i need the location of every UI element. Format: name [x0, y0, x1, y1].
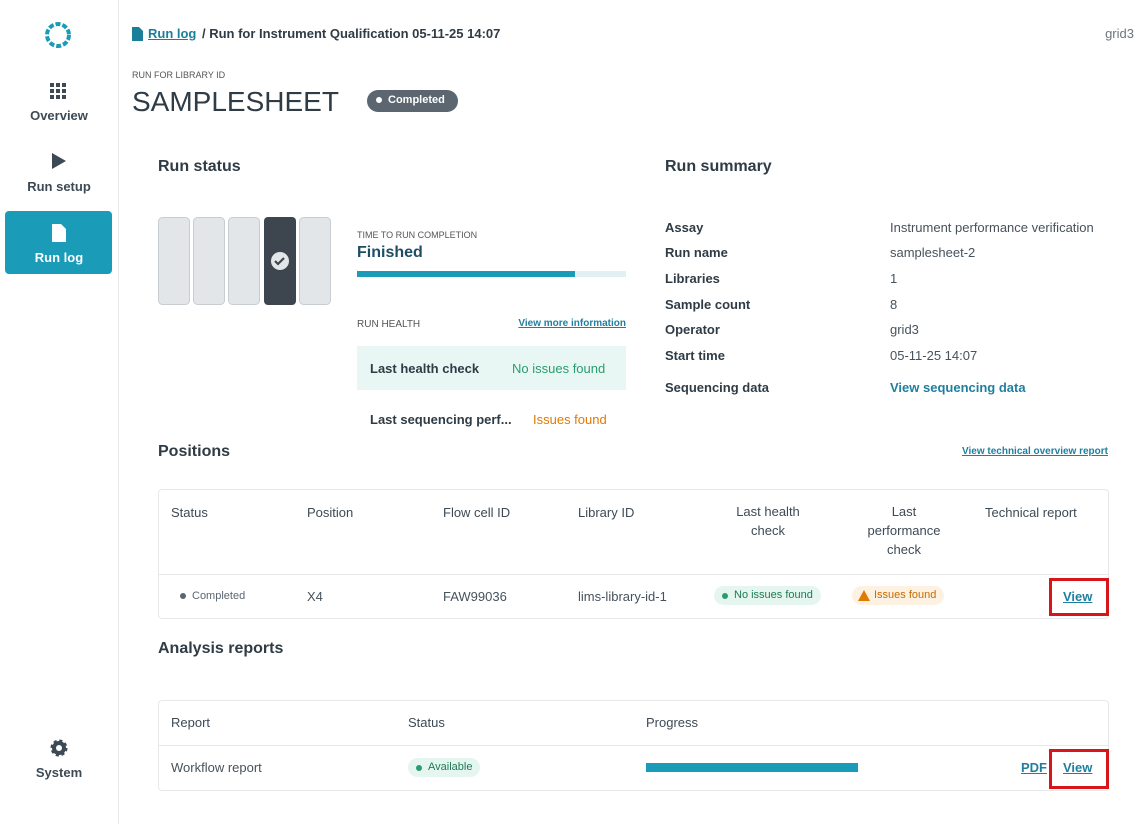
nav-active-bg — [5, 211, 112, 274]
system-icon — [50, 739, 68, 757]
sidebar-border — [118, 0, 119, 824]
progress-bar — [646, 763, 858, 772]
pdf-link[interactable]: PDF — [1021, 760, 1047, 775]
summary-key: Sample count — [665, 297, 751, 312]
summary-value: 1 — [890, 271, 898, 286]
summary-key: Sequencing data — [665, 380, 770, 395]
view-link[interactable]: View — [1063, 760, 1093, 775]
highlight — [1049, 749, 1109, 789]
th: Technical report — [985, 505, 1077, 520]
th: Position — [307, 505, 354, 520]
user[interactable]: grid3 — [1105, 26, 1134, 41]
check-label: Last health check — [370, 361, 480, 376]
run-log-icon — [52, 224, 66, 242]
summary-key: Start time — [665, 348, 725, 363]
ok-pill: Available — [408, 758, 481, 777]
status-badge — [367, 90, 458, 112]
run-setup-icon — [52, 153, 66, 169]
summary-key: Libraries — [665, 271, 720, 286]
nav-run-log[interactable]: Run log — [34, 250, 84, 265]
link[interactable]: View more information — [518, 318, 626, 329]
run-title: SAMPLESHEET — [132, 86, 339, 117]
summary-value: 8 — [890, 297, 898, 312]
th: Status — [408, 715, 445, 730]
dot — [416, 765, 422, 771]
check-value: No issues found — [512, 361, 606, 376]
th: Report — [171, 715, 211, 730]
check-value: Issues found — [533, 412, 607, 427]
th: Last health check — [736, 504, 800, 538]
summary-key: Run name — [665, 245, 728, 260]
badge-dot — [376, 97, 382, 103]
th: Status — [171, 505, 208, 520]
eyebrow: RUN FOR LIBRARY ID — [132, 70, 226, 80]
cell: FAW99036 — [443, 589, 507, 604]
status-text: Completed — [388, 94, 445, 106]
dot — [722, 593, 728, 599]
cell: X4 — [307, 589, 323, 604]
heading: Positions — [158, 443, 231, 460]
link[interactable]: View technical overview report — [962, 446, 1108, 457]
summary-key: Operator — [665, 322, 720, 337]
heading: Run status — [158, 158, 241, 175]
th: Flow cell ID — [443, 505, 511, 520]
th: Last performance check — [867, 504, 941, 557]
warn-pill: Issues found — [852, 586, 945, 605]
th: Library ID — [578, 505, 635, 520]
warn-icon — [858, 590, 870, 601]
summary-value: grid3 — [890, 322, 919, 337]
dot — [180, 593, 186, 599]
breadcrumb: / Run for Instrument Qualification 05-11… — [202, 26, 501, 41]
ok-pill: No issues found — [714, 586, 821, 605]
positions-table — [158, 489, 1109, 619]
nav-system[interactable]: System — [35, 765, 83, 780]
cell: Completed — [192, 590, 246, 602]
breadcrumb-icon — [132, 27, 143, 41]
nav-overview[interactable]: Overview — [30, 108, 88, 123]
nav-run-setup[interactable]: Run setup — [27, 179, 91, 194]
label: RUN HEALTH — [357, 319, 421, 330]
logo — [45, 22, 71, 48]
completion-value: Finished — [357, 244, 423, 261]
flow-cells — [158, 217, 331, 305]
health-box — [357, 346, 626, 390]
breadcrumb-link[interactable]: Run log — [148, 26, 197, 41]
heading: Run summary — [665, 158, 772, 175]
heading: Analysis reports — [158, 640, 284, 657]
cell: Workflow report — [171, 760, 262, 775]
summary-value: Instrument performance verification — [890, 220, 1094, 235]
cell: lims-library-id-1 — [578, 589, 667, 604]
view-link[interactable]: View — [1063, 589, 1093, 604]
overview-icon — [50, 83, 66, 99]
th: Progress — [646, 715, 699, 730]
summary-key: Assay — [665, 220, 704, 235]
summary-value: samplesheet-2 — [890, 245, 976, 260]
highlight — [1049, 578, 1109, 616]
label: TIME TO RUN COMPLETION — [357, 230, 478, 240]
summary-value: 05-11-25 14:07 — [890, 348, 978, 363]
analysis-table — [158, 700, 1109, 791]
summary-value[interactable]: View sequencing data — [890, 380, 1026, 395]
check-label: Last sequencing perf... — [370, 412, 512, 427]
progress-track — [357, 271, 626, 277]
